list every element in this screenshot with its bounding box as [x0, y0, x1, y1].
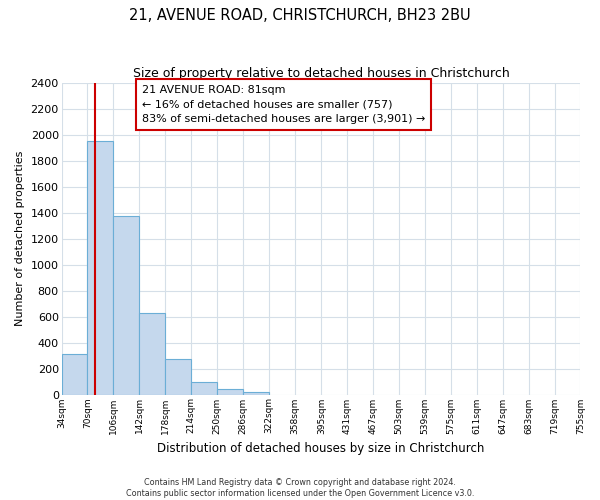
Text: 21 AVENUE ROAD: 81sqm
← 16% of detached houses are smaller (757)
83% of semi-det: 21 AVENUE ROAD: 81sqm ← 16% of detached …	[142, 84, 425, 124]
X-axis label: Distribution of detached houses by size in Christchurch: Distribution of detached houses by size …	[157, 442, 485, 455]
Y-axis label: Number of detached properties: Number of detached properties	[15, 151, 25, 326]
Bar	[139, 313, 165, 394]
Bar	[243, 392, 269, 394]
Bar	[62, 354, 88, 395]
Title: Size of property relative to detached houses in Christchurch: Size of property relative to detached ho…	[133, 68, 509, 80]
Text: 21, AVENUE ROAD, CHRISTCHURCH, BH23 2BU: 21, AVENUE ROAD, CHRISTCHURCH, BH23 2BU	[129, 8, 471, 22]
Bar	[113, 216, 139, 394]
Text: Contains HM Land Registry data © Crown copyright and database right 2024.
Contai: Contains HM Land Registry data © Crown c…	[126, 478, 474, 498]
Bar	[88, 142, 113, 394]
Bar	[191, 382, 217, 394]
Bar	[217, 390, 243, 394]
Bar	[165, 359, 191, 394]
